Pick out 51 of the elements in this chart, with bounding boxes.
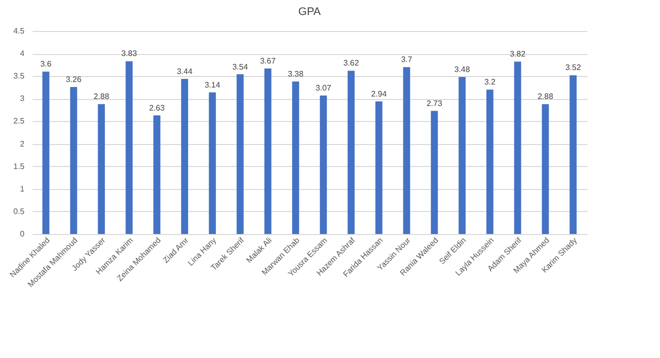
data-label: 3.54 bbox=[232, 62, 248, 72]
y-tick-label: 2 bbox=[20, 139, 26, 148]
data-label: 3.26 bbox=[66, 74, 82, 84]
bar bbox=[264, 68, 272, 234]
data-label: 3.07 bbox=[316, 84, 332, 93]
data-label: 3.14 bbox=[204, 80, 221, 90]
data-label: 3.2 bbox=[484, 78, 496, 87]
bar bbox=[320, 96, 327, 234]
y-tick-label: 4 bbox=[20, 49, 26, 58]
bar bbox=[403, 67, 410, 234]
y-tick-label: 0 bbox=[20, 230, 26, 238]
bar bbox=[70, 86, 78, 234]
bar bbox=[42, 72, 50, 234]
bar bbox=[458, 77, 466, 234]
bar bbox=[542, 104, 549, 234]
bar bbox=[486, 90, 494, 234]
data-label: 3.48 bbox=[454, 65, 470, 74]
bar bbox=[430, 110, 438, 234]
data-label: 3.62 bbox=[343, 58, 360, 68]
y-tick-label: 3 bbox=[20, 94, 26, 104]
bar bbox=[570, 75, 577, 234]
bar bbox=[236, 74, 244, 234]
bar bbox=[292, 82, 300, 234]
bar bbox=[514, 62, 522, 234]
bar bbox=[348, 70, 355, 234]
bar bbox=[98, 104, 105, 234]
chart-title: GPA bbox=[298, 6, 322, 18]
bar bbox=[375, 101, 382, 234]
y-tick-label: 3.5 bbox=[13, 72, 26, 81]
data-label: 3.6 bbox=[40, 60, 52, 69]
data-label: 2.94 bbox=[371, 89, 388, 98]
data-label: 3.38 bbox=[288, 70, 304, 79]
bar bbox=[181, 78, 188, 234]
data-label: 3.52 bbox=[565, 63, 582, 72]
y-tick-label: 2.5 bbox=[13, 116, 26, 126]
y-tick-label: 1.5 bbox=[13, 162, 26, 171]
data-label: 2.73 bbox=[426, 98, 443, 108]
y-tick-label: 4.5 bbox=[13, 26, 26, 36]
data-label: 3.7 bbox=[401, 55, 413, 64]
y-tick-label: 1 bbox=[20, 184, 26, 194]
data-label: 2.88 bbox=[538, 92, 554, 102]
data-label: 3.83 bbox=[121, 49, 138, 58]
data-label: 2.63 bbox=[149, 103, 166, 112]
bar bbox=[208, 92, 216, 234]
data-label: 3.67 bbox=[260, 56, 276, 66]
bar bbox=[126, 61, 133, 234]
data-label: 2.88 bbox=[94, 92, 110, 102]
bar bbox=[153, 115, 160, 234]
data-label: 3.44 bbox=[176, 66, 193, 76]
data-label: 3.82 bbox=[510, 50, 526, 59]
y-tick-label: 0.5 bbox=[13, 206, 26, 216]
